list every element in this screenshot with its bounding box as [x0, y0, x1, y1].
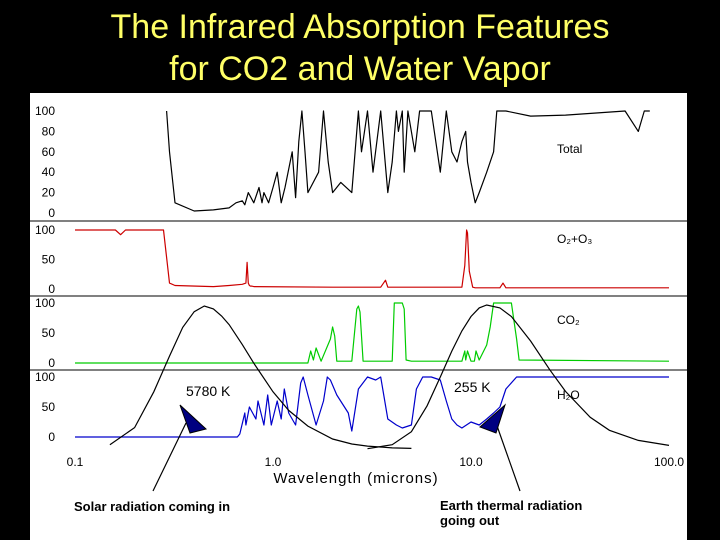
y-tick-label: 50 — [42, 326, 56, 340]
solar-arrow-head — [179, 404, 208, 434]
panel-name-label: CO₂ — [557, 313, 580, 327]
slide-title: The Infrared Absorption Features for CO2… — [0, 6, 720, 90]
x-tick-labels: 0.1 1.0 10.0 100.0 — [67, 455, 685, 469]
panel-name-label: O₂+O₃ — [557, 232, 592, 246]
y-tick-label: 40 — [42, 165, 56, 179]
earth-caption-line-2: going out — [440, 513, 500, 528]
y-tick-label: 0 — [48, 282, 55, 296]
y-tick-label: 60 — [42, 145, 56, 159]
y-tick-label: 50 — [42, 400, 56, 414]
x-tick-label: 10.0 — [459, 455, 483, 469]
spectra-lines — [75, 110, 670, 450]
x-axis-title: Wavelength (microns) — [273, 470, 438, 487]
x-tick-label: 0.1 — [67, 455, 84, 469]
spectrum-line-total — [166, 110, 650, 212]
panel-name-label: H₂O — [557, 388, 580, 402]
y-tick-label: 0 — [48, 430, 55, 444]
y-tick-label: 80 — [42, 124, 56, 138]
absorption-figure: 100 80 60 40 20 0 100 50 0 100 50 0 100 50 0 0.1 1.0 10.… — [30, 93, 687, 540]
solar-arrow-shaft — [152, 422, 187, 492]
panel-dividers — [30, 220, 687, 371]
y-tick-label: 100 — [35, 370, 55, 384]
solar-arrow — [152, 404, 208, 492]
spectrum-line-co — [75, 302, 670, 364]
y-tick-label: 0 — [48, 356, 55, 370]
y-tick-label: 20 — [42, 186, 56, 200]
y-tick-label: 0 — [48, 206, 55, 220]
earth-blackbody-curve — [367, 304, 670, 450]
y-tick-label: 100 — [35, 296, 55, 310]
sun-temperature-label: 5780 K — [186, 383, 231, 399]
panel-name-labels: Total O₂+O₃ CO₂ H₂O — [557, 142, 592, 402]
y-tick-label: 100 — [35, 223, 55, 237]
earth-caption-line-1: Earth thermal radiation — [440, 498, 582, 513]
y-tick-label: 50 — [42, 253, 56, 267]
solar-caption: Solar radiation coming in — [74, 499, 230, 514]
earth-arrow-shaft — [495, 422, 521, 492]
slide-title-line-2: for CO2 and Water Vapor — [169, 50, 551, 88]
spectrum-line-oo — [75, 229, 669, 289]
solar-blackbody-curve — [109, 305, 412, 449]
slide-title-line-1: The Infrared Absorption Features — [110, 8, 610, 46]
earth-temperature-label: 255 K — [454, 379, 491, 395]
panel-name-label: Total — [557, 142, 582, 156]
earth-arrow — [479, 403, 521, 492]
x-tick-label: 100.0 — [654, 455, 684, 469]
earth-arrow-head — [479, 403, 507, 434]
y-tick-label: 100 — [35, 104, 55, 118]
spectrum-line-ho — [75, 376, 669, 438]
x-tick-label: 1.0 — [265, 455, 282, 469]
